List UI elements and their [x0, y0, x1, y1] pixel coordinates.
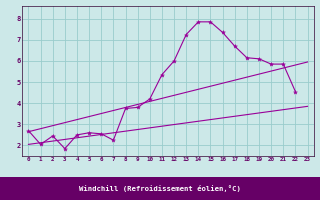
Text: Windchill (Refroidissement éolien,°C): Windchill (Refroidissement éolien,°C) — [79, 186, 241, 192]
